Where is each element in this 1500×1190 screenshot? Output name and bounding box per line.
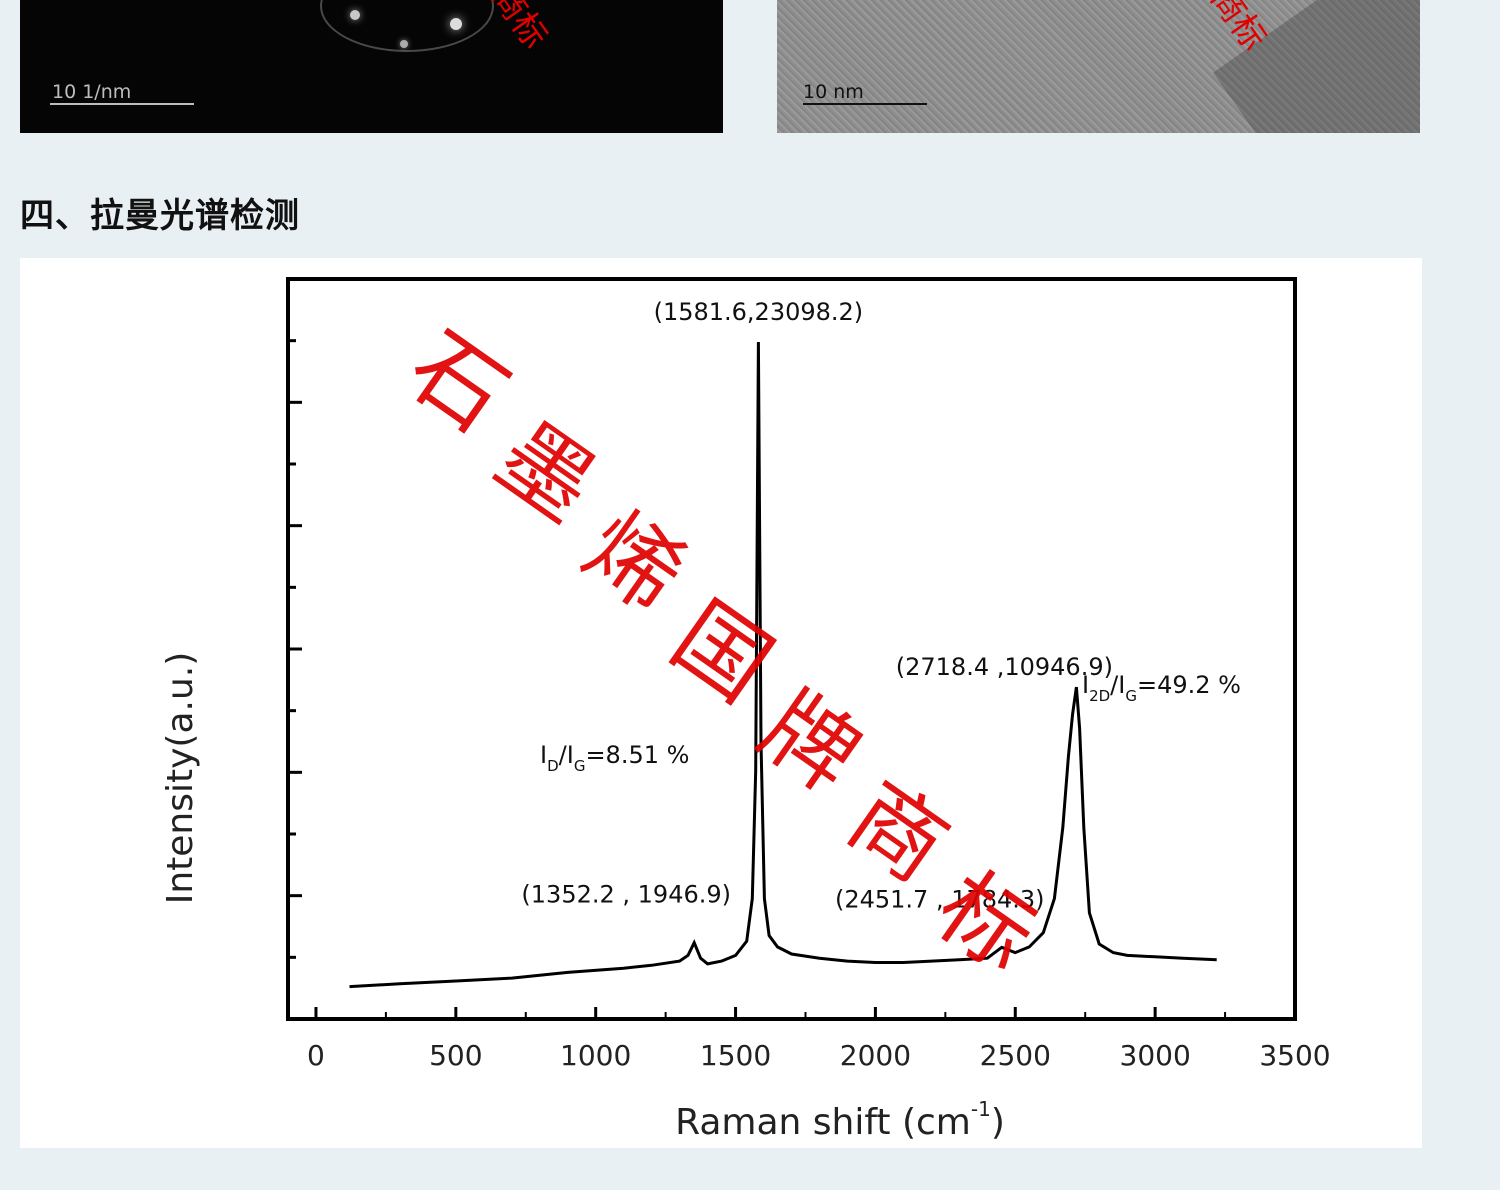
raman-spectrum-chart: 0 500 1000 1500 2000 2500 3000 3500 (1352.2 , 1…: [160, 277, 1331, 1143]
watermark-char: 石: [390, 312, 527, 452]
ratio-main: I: [1082, 671, 1089, 699]
diffraction-spot: [450, 18, 462, 30]
watermark-char: 商: [830, 762, 967, 902]
x-axis-ticks: [314, 1007, 1297, 1019]
x-axis-title-sup: -1: [971, 1097, 991, 1121]
ratio-value: =49.2 %: [1137, 671, 1241, 699]
y-axis-ticks: [288, 277, 302, 1021]
x-tick-label: 0: [307, 1039, 325, 1072]
i2d-ig-ratio: I2D/IG=49.2 %: [1082, 671, 1241, 705]
peak-label: (2451.7 , 1784.3): [835, 885, 1045, 913]
ratio-sub-2: G: [574, 757, 586, 775]
watermark-char: 墨: [478, 402, 615, 542]
peak-label: (2718.4 ,10946.9): [896, 653, 1113, 681]
id-ig-ratio: ID/IG=8.51 %: [540, 741, 689, 775]
x-tick-label: 500: [429, 1039, 482, 1072]
scale-bar: [50, 103, 194, 105]
raman-spectrum-line: [349, 341, 1217, 989]
x-tick-label: 1500: [700, 1039, 771, 1072]
scale-bar: [803, 103, 927, 105]
y-axis-title: Intensity(a.u.): [160, 652, 201, 905]
stamp-mark: 商标: [483, 0, 556, 56]
watermark-char: 标: [918, 852, 1055, 992]
ratio-sub-1: D: [547, 757, 559, 775]
x-tick-label: 3000: [1120, 1039, 1191, 1072]
x-tick-label: 3500: [1259, 1039, 1330, 1072]
hrtem-image: 商标 10 nm: [777, 0, 1420, 133]
x-tick-label: 2500: [980, 1039, 1051, 1072]
peak-annotations: (1352.2 , 1946.9) (1581.6,23098.2) (2451.7…: [521, 298, 1113, 913]
peak-label: (1352.2 , 1946.9): [521, 881, 731, 909]
peak-label: (1581.6,23098.2): [654, 298, 864, 326]
diffraction-spot: [350, 10, 360, 20]
section-heading: 四、拉曼光谱检测: [20, 196, 300, 236]
ratio-mid: /I: [559, 741, 574, 769]
x-axis-tick-labels: 0 500 1000 1500 2000 2500 3000 3500: [307, 1039, 1331, 1072]
x-axis-title: Raman shift (cm-1): [675, 1097, 1005, 1143]
x-tick-label: 2000: [840, 1039, 911, 1072]
ratio-value: =8.51 %: [585, 741, 689, 769]
x-axis-title-close: ): [991, 1102, 1005, 1143]
raman-chart-panel: 0 500 1000 1500 2000 2500 3000 3500 (1352.2 , 1…: [20, 258, 1422, 1148]
ratio-main: I: [540, 741, 547, 769]
ratio-sub-2: G: [1125, 687, 1137, 705]
watermark-char: 烯: [566, 492, 703, 632]
diffraction-spot: [400, 40, 408, 48]
ratio-mid: /I: [1110, 671, 1125, 699]
watermark-char: 国: [654, 582, 791, 722]
ratio-sub-1: 2D: [1089, 687, 1110, 705]
scale-bar-label: 10 1/nm: [52, 81, 132, 103]
scale-bar-label: 10 nm: [803, 81, 864, 103]
x-axis-title-main: Raman shift (cm: [675, 1102, 971, 1143]
diffraction-pattern-image: 商标 10 1/nm: [20, 0, 723, 133]
x-tick-label: 1000: [560, 1039, 631, 1072]
